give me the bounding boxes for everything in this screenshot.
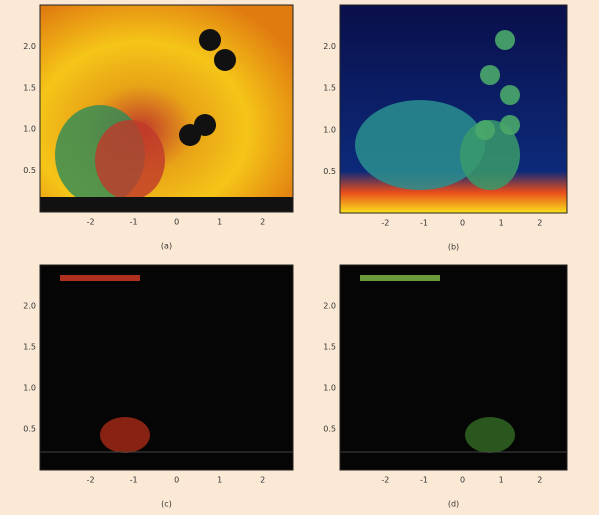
- x-tick-label: 1: [499, 219, 504, 228]
- x-tick-label: -2: [381, 476, 389, 485]
- blob: [194, 114, 216, 136]
- y-tick-label: 1.0: [323, 125, 336, 134]
- x-tick-label: 0: [460, 476, 465, 485]
- blob: [475, 120, 495, 140]
- x-tick-label: 1: [217, 476, 222, 485]
- panel-image: [40, 265, 293, 470]
- x-tick-label: -1: [130, 476, 138, 485]
- x-tick-label: 2: [260, 218, 265, 227]
- x-tick-label: 2: [537, 476, 542, 485]
- blob: [100, 417, 150, 453]
- y-tick-label: 0.5: [23, 425, 36, 434]
- y-tick-label: 1.5: [23, 83, 36, 92]
- figure: -2 -1 0 1 2 0.5 1.0 1.5 2.0 (a) -2 -1 0 1 2 0.5 1.0 1.5 2.…: [0, 0, 599, 515]
- y-tick-label: 0.5: [323, 425, 336, 434]
- x-tick-label: -1: [420, 476, 428, 485]
- blob: [495, 30, 515, 50]
- x-tick-label: 1: [499, 476, 504, 485]
- panel-image: [340, 265, 567, 470]
- y-tick-label: 2.0: [23, 302, 36, 311]
- blob: [465, 417, 515, 453]
- y-tick-label: 1.0: [23, 384, 36, 393]
- panel-label: (b): [448, 243, 459, 252]
- panel-label: (c): [161, 500, 172, 509]
- blob: [500, 85, 520, 105]
- x-tick-label: 2: [260, 476, 265, 485]
- x-tick-label: -2: [381, 219, 389, 228]
- y-tick-label: 2.0: [323, 302, 336, 311]
- x-tick-label: 1: [217, 218, 222, 227]
- y-tick-label: 1.0: [23, 125, 36, 134]
- blob: [95, 120, 165, 200]
- blob: [199, 29, 221, 51]
- x-tick-label: -1: [420, 219, 428, 228]
- x-tick-label: -2: [87, 218, 95, 227]
- x-tick-label: -1: [130, 218, 138, 227]
- x-tick-label: -2: [87, 476, 95, 485]
- blob: [480, 65, 500, 85]
- panel-label: (d): [448, 500, 459, 509]
- colorbar: [60, 275, 140, 281]
- y-tick-label: 1.5: [23, 343, 36, 352]
- blob: [500, 115, 520, 135]
- y-tick-label: 1.0: [323, 384, 336, 393]
- floor: [40, 197, 293, 212]
- x-tick-label: 0: [460, 219, 465, 228]
- x-tick-label: 0: [174, 476, 179, 485]
- blob: [214, 49, 236, 71]
- y-tick-label: 1.5: [323, 343, 336, 352]
- y-tick-label: 0.5: [23, 166, 36, 175]
- panel-label: (a): [161, 242, 172, 251]
- y-tick-label: 2.0: [23, 42, 36, 51]
- y-tick-label: 2.0: [323, 42, 336, 51]
- x-tick-label: 0: [174, 218, 179, 227]
- x-tick-label: 2: [537, 219, 542, 228]
- y-tick-label: 0.5: [323, 167, 336, 176]
- y-tick-label: 1.5: [323, 84, 336, 93]
- colorbar: [360, 275, 440, 281]
